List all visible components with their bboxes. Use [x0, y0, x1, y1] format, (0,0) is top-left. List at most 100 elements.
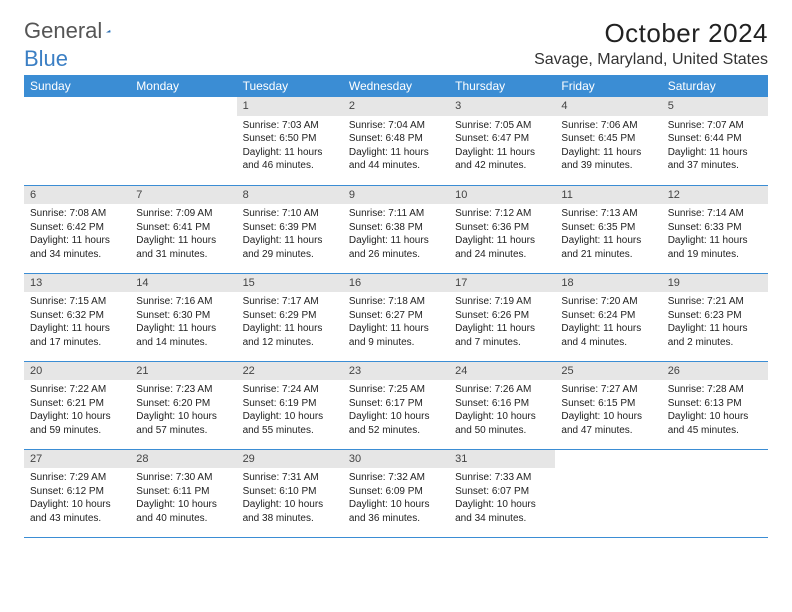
calendar-cell: 12Sunrise: 7:14 AMSunset: 6:33 PMDayligh… — [662, 185, 768, 273]
daylight-line-1: Daylight: 11 hours — [561, 322, 655, 336]
sunset-line: Sunset: 6:24 PM — [561, 309, 655, 323]
day-number: 1 — [237, 97, 343, 116]
sunset-line: Sunset: 6:42 PM — [30, 221, 124, 235]
calendar-cell: 4Sunrise: 7:06 AMSunset: 6:45 PMDaylight… — [555, 97, 661, 185]
daylight-line-1: Daylight: 11 hours — [668, 146, 762, 160]
daylight-line-1: Daylight: 10 hours — [668, 410, 762, 424]
sunset-line: Sunset: 6:20 PM — [136, 397, 230, 411]
day-number: 27 — [24, 450, 130, 469]
calendar-cell: 3Sunrise: 7:05 AMSunset: 6:47 PMDaylight… — [449, 97, 555, 185]
cell-content: Sunrise: 7:28 AMSunset: 6:13 PMDaylight:… — [662, 380, 768, 441]
daylight-line-1: Daylight: 10 hours — [243, 498, 337, 512]
calendar-cell: 9Sunrise: 7:11 AMSunset: 6:38 PMDaylight… — [343, 185, 449, 273]
daylight-line-1: Daylight: 10 hours — [349, 498, 443, 512]
title-block: October 2024 Savage, Maryland, United St… — [534, 18, 768, 69]
logo-text-general: General — [24, 18, 102, 44]
sunset-line: Sunset: 6:10 PM — [243, 485, 337, 499]
cell-content: Sunrise: 7:06 AMSunset: 6:45 PMDaylight:… — [555, 116, 661, 177]
sunset-line: Sunset: 6:41 PM — [136, 221, 230, 235]
logo: General — [24, 18, 134, 44]
sunrise-line: Sunrise: 7:27 AM — [561, 383, 655, 397]
calendar-cell — [24, 97, 130, 185]
calendar-cell: 28Sunrise: 7:30 AMSunset: 6:11 PMDayligh… — [130, 449, 236, 537]
daylight-line-1: Daylight: 11 hours — [668, 234, 762, 248]
sunset-line: Sunset: 6:36 PM — [455, 221, 549, 235]
daylight-line-2: and 14 minutes. — [136, 336, 230, 350]
day-number: 12 — [662, 186, 768, 205]
day-number: 2 — [343, 97, 449, 116]
calendar-week-row: 6Sunrise: 7:08 AMSunset: 6:42 PMDaylight… — [24, 185, 768, 273]
calendar-cell: 10Sunrise: 7:12 AMSunset: 6:36 PMDayligh… — [449, 185, 555, 273]
sunrise-line: Sunrise: 7:26 AM — [455, 383, 549, 397]
daylight-line-2: and 2 minutes. — [668, 336, 762, 350]
day-number: 15 — [237, 274, 343, 293]
cell-content: Sunrise: 7:08 AMSunset: 6:42 PMDaylight:… — [24, 204, 130, 265]
cell-content: Sunrise: 7:29 AMSunset: 6:12 PMDaylight:… — [24, 468, 130, 529]
sunrise-line: Sunrise: 7:15 AM — [30, 295, 124, 309]
cell-content: Sunrise: 7:10 AMSunset: 6:39 PMDaylight:… — [237, 204, 343, 265]
day-number: 18 — [555, 274, 661, 293]
sunrise-line: Sunrise: 7:29 AM — [30, 471, 124, 485]
sunset-line: Sunset: 6:07 PM — [455, 485, 549, 499]
calendar-cell — [555, 449, 661, 537]
sunset-line: Sunset: 6:44 PM — [668, 132, 762, 146]
day-number: 5 — [662, 97, 768, 116]
day-number: 3 — [449, 97, 555, 116]
daylight-line-2: and 26 minutes. — [349, 248, 443, 262]
sunset-line: Sunset: 6:33 PM — [668, 221, 762, 235]
day-number: 13 — [24, 274, 130, 293]
daylight-line-1: Daylight: 10 hours — [349, 410, 443, 424]
day-number: 20 — [24, 362, 130, 381]
sunset-line: Sunset: 6:47 PM — [455, 132, 549, 146]
cell-content: Sunrise: 7:09 AMSunset: 6:41 PMDaylight:… — [130, 204, 236, 265]
day-number: 31 — [449, 450, 555, 469]
day-number: 29 — [237, 450, 343, 469]
daylight-line-2: and 38 minutes. — [243, 512, 337, 526]
calendar-cell: 21Sunrise: 7:23 AMSunset: 6:20 PMDayligh… — [130, 361, 236, 449]
daylight-line-2: and 17 minutes. — [30, 336, 124, 350]
day-number: 10 — [449, 186, 555, 205]
calendar-header-row: SundayMondayTuesdayWednesdayThursdayFrid… — [24, 75, 768, 97]
logo-text-blue: Blue — [24, 46, 68, 71]
sunrise-line: Sunrise: 7:05 AM — [455, 119, 549, 133]
calendar-cell: 2Sunrise: 7:04 AMSunset: 6:48 PMDaylight… — [343, 97, 449, 185]
sunrise-line: Sunrise: 7:07 AM — [668, 119, 762, 133]
cell-content: Sunrise: 7:16 AMSunset: 6:30 PMDaylight:… — [130, 292, 236, 353]
daylight-line-2: and 7 minutes. — [455, 336, 549, 350]
cell-content: Sunrise: 7:30 AMSunset: 6:11 PMDaylight:… — [130, 468, 236, 529]
cell-content: Sunrise: 7:04 AMSunset: 6:48 PMDaylight:… — [343, 116, 449, 177]
cell-content: Sunrise: 7:20 AMSunset: 6:24 PMDaylight:… — [555, 292, 661, 353]
sunrise-line: Sunrise: 7:33 AM — [455, 471, 549, 485]
calendar-cell: 18Sunrise: 7:20 AMSunset: 6:24 PMDayligh… — [555, 273, 661, 361]
daylight-line-2: and 36 minutes. — [349, 512, 443, 526]
weekday-header: Saturday — [662, 75, 768, 97]
calendar-cell: 17Sunrise: 7:19 AMSunset: 6:26 PMDayligh… — [449, 273, 555, 361]
cell-content: Sunrise: 7:22 AMSunset: 6:21 PMDaylight:… — [24, 380, 130, 441]
calendar-table: SundayMondayTuesdayWednesdayThursdayFrid… — [24, 75, 768, 538]
page-header: General October 2024 Savage, Maryland, U… — [24, 18, 768, 69]
daylight-line-1: Daylight: 11 hours — [349, 146, 443, 160]
calendar-cell: 8Sunrise: 7:10 AMSunset: 6:39 PMDaylight… — [237, 185, 343, 273]
weekday-header: Tuesday — [237, 75, 343, 97]
day-number: 7 — [130, 186, 236, 205]
cell-content: Sunrise: 7:26 AMSunset: 6:16 PMDaylight:… — [449, 380, 555, 441]
cell-content: Sunrise: 7:03 AMSunset: 6:50 PMDaylight:… — [237, 116, 343, 177]
day-number: 8 — [237, 186, 343, 205]
daylight-line-1: Daylight: 11 hours — [243, 146, 337, 160]
cell-content: Sunrise: 7:07 AMSunset: 6:44 PMDaylight:… — [662, 116, 768, 177]
cell-content: Sunrise: 7:17 AMSunset: 6:29 PMDaylight:… — [237, 292, 343, 353]
sunrise-line: Sunrise: 7:06 AM — [561, 119, 655, 133]
calendar-body: 1Sunrise: 7:03 AMSunset: 6:50 PMDaylight… — [24, 97, 768, 537]
daylight-line-2: and 37 minutes. — [668, 159, 762, 173]
month-year-title: October 2024 — [534, 18, 768, 49]
daylight-line-2: and 59 minutes. — [30, 424, 124, 438]
sunrise-line: Sunrise: 7:08 AM — [30, 207, 124, 221]
calendar-cell: 22Sunrise: 7:24 AMSunset: 6:19 PMDayligh… — [237, 361, 343, 449]
sunrise-line: Sunrise: 7:28 AM — [668, 383, 762, 397]
daylight-line-1: Daylight: 11 hours — [561, 146, 655, 160]
daylight-line-1: Daylight: 11 hours — [136, 322, 230, 336]
sunrise-line: Sunrise: 7:22 AM — [30, 383, 124, 397]
daylight-line-2: and 43 minutes. — [30, 512, 124, 526]
sunset-line: Sunset: 6:30 PM — [136, 309, 230, 323]
daylight-line-2: and 46 minutes. — [243, 159, 337, 173]
